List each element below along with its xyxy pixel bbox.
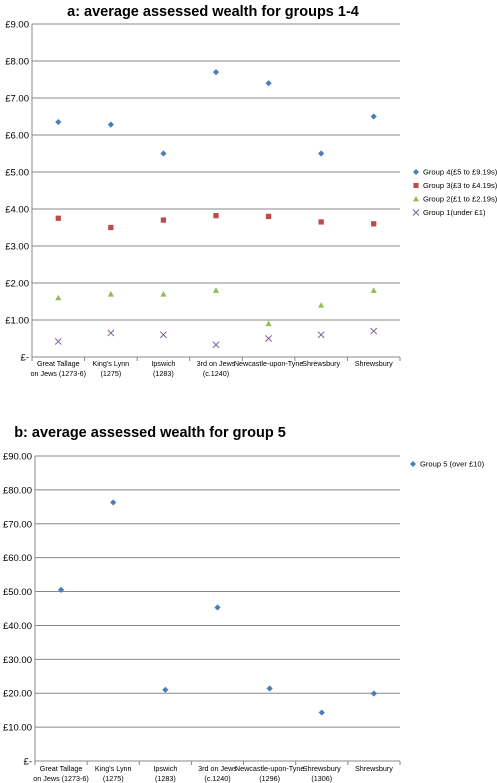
data-point (318, 150, 325, 157)
data-point (266, 685, 273, 692)
y-tick-label: £20.00 (3, 689, 32, 700)
chart-a-marks (54, 69, 378, 349)
x-tick-label: Great Tallage on Jews (1273-6) (33, 764, 89, 783)
chart-a-title: a: average assessed wealth for groups 1-… (67, 4, 359, 20)
chart-b-legend: Group 5 (over £10) (410, 460, 485, 469)
chart-b-marks (57, 499, 378, 716)
chart-a: a: average assessed wealth for groups 1-… (5, 4, 497, 378)
data-point (108, 224, 114, 231)
legend-marker (410, 461, 416, 467)
y-tick-label: £- (21, 353, 29, 364)
y-tick-label: £40.00 (3, 621, 32, 632)
data-point (265, 335, 273, 342)
x-tick-label: Shrewsbury (355, 359, 393, 368)
legend-entry: Group 5 (over £10) (420, 460, 485, 469)
chart-a-plot-area (31, 23, 401, 361)
data-point (214, 604, 221, 611)
x-tick-label: Great Tallage on Jews (1273-6) (31, 359, 87, 378)
chart-b: b: average assessed wealth for group 5 £… (3, 425, 485, 783)
y-tick-label: £- (24, 757, 32, 768)
data-point (55, 294, 62, 301)
y-tick-label: £10.00 (3, 723, 32, 734)
series-group-4-5-to-9-19s (55, 69, 377, 157)
series-group-1-under-1 (54, 327, 378, 349)
x-tick-label: King's Lynn (1275) (93, 359, 130, 378)
legend-entry: Group 1(under £1) (423, 208, 486, 217)
x-tick-label: King's Lynn (1275) (95, 764, 132, 783)
legend-entry: Group 2(£1 to £2.19s) (423, 195, 497, 204)
data-point (370, 690, 378, 697)
data-point (212, 287, 220, 293)
x-tick-label: Ipswich (1283) (151, 359, 175, 378)
legend-marker (413, 196, 419, 202)
chart-a-y-axis: £- £1.00 £2.00 £3.00 £4.00 £5.00 £6.00 £7.00 £8.… (5, 20, 29, 364)
x-tick-label: Shrewsbury (1306) (303, 764, 341, 783)
x-tick-label: Shrewsbury (355, 764, 393, 773)
y-tick-label: £80.00 (3, 485, 32, 496)
y-tick-label: £9.00 (5, 20, 29, 31)
y-tick-label: £6.00 (5, 131, 29, 142)
series-group-3-3-to-4-19s (55, 213, 377, 231)
series-group-2-1-to-2-19s (55, 287, 377, 327)
y-tick-label: £70.00 (3, 519, 32, 530)
y-tick-label: £50.00 (3, 587, 32, 598)
y-tick-label: £1.00 (5, 316, 29, 327)
data-point (107, 121, 114, 128)
y-tick-label: £60.00 (3, 553, 32, 564)
y-tick-label: £8.00 (5, 57, 29, 68)
x-tick-label: Ipswich (1283) (153, 764, 177, 783)
legend-marker (412, 209, 420, 216)
data-point (55, 118, 62, 126)
data-point (213, 213, 219, 219)
y-tick-label: £5.00 (5, 168, 29, 179)
data-point (265, 320, 272, 327)
data-point (318, 709, 325, 716)
legend-marker (413, 182, 419, 189)
data-point (159, 331, 167, 339)
data-point (318, 302, 325, 308)
chart-a-legend: Group 4(£5 to £9.19s) Group 3(£3 to £4.19… (412, 168, 497, 217)
data-point (160, 291, 167, 297)
data-point (212, 341, 220, 349)
x-tick-label: 3rd on Jews (c.1240) (198, 764, 237, 783)
data-point (371, 221, 377, 227)
data-point (370, 327, 378, 335)
y-tick-label: £2.00 (5, 279, 29, 290)
y-tick-label: £3.00 (5, 242, 29, 253)
chart-b-y-axis: £- £10.00 £20.00 £30.00 £40.00 £50.00 £60.00 £7… (3, 452, 32, 768)
chart-a-x-axis: Great Tallage on Jews (1273-6) King's Lynn… (31, 359, 394, 378)
x-tick-label: Newcastle-upon-Tyne (1296) (235, 764, 305, 783)
data-point (370, 287, 377, 293)
data-point (54, 338, 62, 345)
chart-b-title: b: average assessed wealth for group 5 (14, 425, 286, 441)
data-point (318, 219, 324, 225)
legend-entry: Group 3(£3 to £4.19s) (423, 181, 497, 190)
series-group-5-over-10 (57, 499, 378, 716)
data-point (55, 215, 61, 221)
y-tick-label: £90.00 (3, 452, 32, 463)
data-point (212, 69, 220, 76)
chart-b-plot-area (34, 455, 401, 765)
legend-entry: Group 4(£5 to £9.19s) (423, 168, 497, 177)
data-point (162, 686, 169, 693)
data-point (107, 291, 114, 297)
data-point (317, 331, 325, 339)
data-point (265, 213, 272, 220)
data-point (57, 586, 65, 593)
data-point (370, 113, 377, 120)
data-point (110, 499, 117, 506)
y-tick-label: £7.00 (5, 94, 29, 105)
data-point (107, 329, 115, 337)
data-point (160, 217, 167, 223)
y-tick-label: £30.00 (3, 655, 32, 666)
x-tick-label: Newcastle-upon-Tyne (234, 359, 304, 368)
chart-b-x-axis: Great Tallage on Jews (1273-6) King's Lynn… (33, 764, 393, 783)
x-tick-label: Shrewsbury (302, 359, 340, 368)
x-tick-label: 3rd on Jews (c.1240) (197, 359, 236, 378)
data-point (160, 150, 167, 157)
y-tick-label: £4.00 (5, 205, 29, 216)
legend-marker (413, 169, 419, 175)
data-point (265, 80, 272, 87)
